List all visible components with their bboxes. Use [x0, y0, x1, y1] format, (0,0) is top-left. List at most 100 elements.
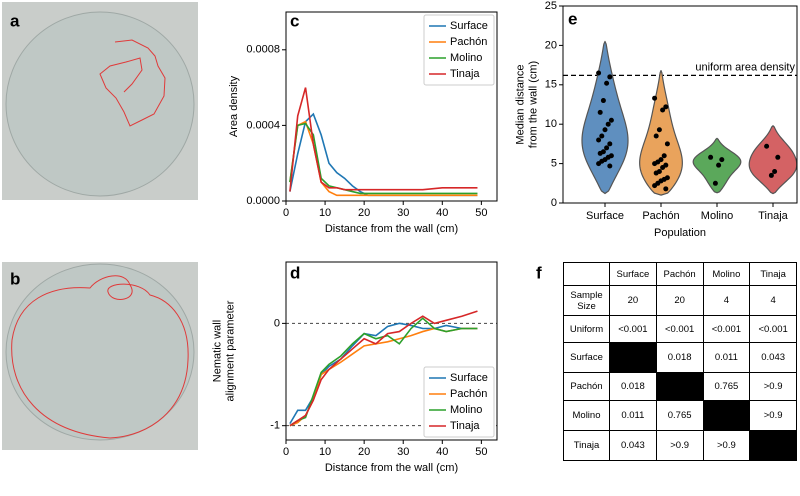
data-point: [607, 163, 613, 169]
x-tick-label: 20: [358, 446, 370, 458]
table-cell: 4: [749, 285, 797, 316]
stats-table: Surface Pachón Molino Tinaja Sample Size 20 20…: [563, 262, 797, 461]
axes-frame: [285, 261, 498, 441]
x-axis-label: Distance from the wall (cm): [325, 223, 458, 235]
data-point: [596, 161, 602, 167]
arena-photo-a: [2, 2, 198, 200]
data-point: [599, 133, 605, 139]
legend-box: [423, 366, 495, 438]
x-axis-label: Population: [654, 227, 706, 239]
data-point: [664, 141, 670, 147]
table-row: Surface 0.018 0.011 0.043: [563, 342, 797, 373]
blank-cell: [609, 342, 657, 373]
table-cell: 0.018: [609, 372, 657, 401]
data-point: [604, 145, 610, 151]
y-tick-label: -1: [270, 420, 280, 432]
header-row: Surface Pachón Molino Tinaja: [563, 262, 797, 286]
row-header: Sample Size: [563, 285, 610, 316]
data-point: [764, 143, 770, 149]
y-tick-label: 0: [551, 197, 557, 209]
y-tick-label: 10: [545, 118, 557, 130]
data-point: [768, 172, 774, 178]
table-cell: <0.001: [749, 315, 797, 343]
data-point: [602, 127, 608, 133]
x-tick-label: Tinaja: [758, 210, 788, 222]
x-tick-label: 20: [358, 207, 370, 219]
data-point: [652, 183, 658, 189]
table-cell: <0.001: [702, 315, 751, 343]
series-line: [289, 317, 478, 427]
y-axis-label: Nematic wall: [211, 320, 223, 382]
table-row: Sample Size 20 20 4 4: [563, 285, 797, 316]
legend-label: Surface: [450, 372, 488, 384]
series-line: [289, 310, 478, 427]
panel-label: c: [290, 11, 299, 30]
table-cell: >0.9: [749, 400, 797, 431]
legend-label: Molino: [450, 404, 482, 416]
data-point: [596, 70, 602, 76]
y-tick-label: 0.0008: [246, 44, 280, 56]
y-axis-label: from the wall (cm): [527, 61, 539, 148]
data-point: [772, 168, 778, 174]
legend-label: Pachón: [450, 388, 487, 400]
panel-label: e: [568, 9, 577, 28]
data-point: [716, 162, 722, 168]
table-cell: >0.9: [655, 430, 704, 461]
x-tick-label: 0: [283, 207, 289, 219]
data-point: [663, 104, 669, 110]
panel-label: a: [10, 11, 20, 30]
data-point: [597, 109, 603, 115]
legend-label: Tinaja: [450, 68, 480, 80]
panel-label: d: [290, 263, 300, 282]
table-row: Uniform <0.001 <0.001 <0.001 <0.001: [563, 315, 797, 343]
y-axis-label: Area density: [228, 75, 240, 137]
annotation: uniform area density: [695, 61, 795, 73]
data-point: [661, 153, 667, 159]
x-tick-label: 0: [283, 446, 289, 458]
data-point: [656, 127, 662, 133]
column-header: Molino: [702, 262, 751, 286]
legend-label: Tinaja: [450, 420, 480, 432]
blank-cell: [749, 430, 797, 461]
table-cell: 0.018: [655, 342, 704, 373]
panel-label: f: [536, 263, 542, 282]
panel-label: b: [10, 269, 20, 288]
violin: [581, 40, 629, 195]
legend-box: [423, 14, 495, 86]
row-header: Surface: [563, 342, 610, 373]
data-point: [660, 165, 666, 171]
table-row: Tinaja 0.043 >0.9 >0.9: [563, 430, 797, 461]
series-line: [289, 122, 478, 195]
column-header: Pachón: [655, 262, 704, 286]
data-point: [600, 98, 606, 104]
column-header: Surface: [609, 262, 657, 286]
legend-label: Pachón: [450, 36, 487, 48]
data-point: [604, 80, 610, 86]
x-tick-label: 50: [475, 446, 487, 458]
blank-cell: [702, 400, 751, 431]
data-point: [605, 121, 611, 127]
y-tick-label: 25: [545, 0, 557, 12]
data-point: [653, 170, 659, 176]
data-point: [652, 161, 658, 167]
x-tick-label: Surface: [586, 210, 624, 222]
blank-cell: [655, 372, 704, 401]
data-point: [597, 150, 603, 156]
x-tick-label: 10: [319, 207, 331, 219]
y-tick-label: 0.0000: [246, 195, 280, 207]
column-header: Tinaja: [749, 262, 797, 286]
table-cell: 0.043: [609, 430, 657, 461]
x-axis-label: Distance from the wall (cm): [325, 462, 458, 474]
data-point: [607, 141, 613, 147]
x-tick-label: 40: [436, 446, 448, 458]
x-tick-label: 30: [397, 446, 409, 458]
table-cell: 0.011: [702, 342, 751, 373]
table-cell: 20: [655, 285, 704, 316]
legend-label: Surface: [450, 20, 488, 32]
table-cell: 20: [609, 285, 657, 316]
data-point: [719, 157, 725, 163]
data-point: [607, 74, 613, 80]
x-tick-label: 40: [436, 207, 448, 219]
row-header: Molino: [563, 400, 610, 431]
